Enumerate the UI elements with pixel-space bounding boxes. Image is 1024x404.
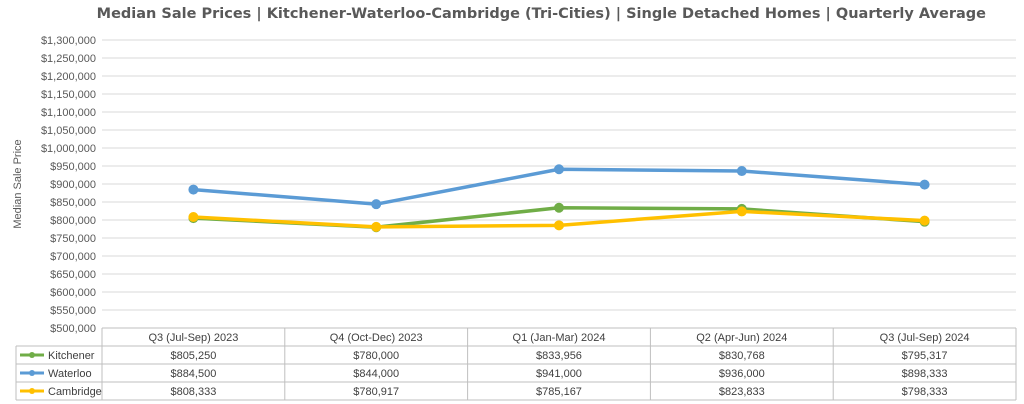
table-cell-value: $936,000	[719, 368, 765, 380]
data-point	[554, 220, 564, 231]
y-tick-label: $1,250,000	[41, 53, 96, 65]
table-cell-value: $898,333	[902, 368, 948, 380]
data-point	[919, 179, 930, 190]
y-tick-label: $1,200,000	[41, 71, 96, 83]
data-point	[554, 164, 564, 175]
legend-series-name: Kitchener	[48, 350, 95, 362]
legend-series-name: Cambridge	[48, 386, 102, 398]
y-tick-label: $600,000	[50, 287, 96, 299]
table-cell-value: $785,167	[536, 386, 582, 398]
table-cell-value: $884,500	[170, 368, 216, 380]
data-point	[371, 199, 382, 210]
data-point	[919, 215, 930, 226]
y-tick-label: $650,000	[50, 269, 96, 281]
y-tick-label: $1,150,000	[41, 89, 96, 101]
table-cell-value: $941,000	[536, 368, 582, 380]
data-point	[188, 212, 199, 223]
data-point	[188, 184, 199, 195]
x-category-label: Q1 (Jan-Mar) 2024	[513, 332, 606, 344]
x-category-label: Q3 (Jul-Sep) 2023	[148, 332, 238, 344]
table-cell-value: $844,000	[353, 368, 399, 380]
legend-key-marker	[29, 370, 35, 376]
y-tick-label: $750,000	[50, 233, 96, 245]
data-point	[554, 202, 564, 213]
y-tick-label: $900,000	[50, 179, 96, 191]
legend-key-marker	[29, 352, 35, 358]
y-tick-label: $850,000	[50, 197, 96, 209]
table-cell-value: $805,250	[170, 350, 216, 362]
y-tick-label: $950,000	[50, 161, 96, 173]
y-tick-label: $1,050,000	[41, 125, 96, 137]
x-category-label: Q3 (Jul-Sep) 2024	[880, 332, 970, 344]
y-tick-label: $550,000	[50, 305, 96, 317]
y-tick-label: $1,300,000	[41, 35, 96, 47]
table-cell-value: $830,768	[719, 350, 765, 362]
data-point	[736, 166, 747, 177]
x-category-label: Q2 (Apr-Jun) 2024	[696, 332, 787, 344]
legend-series-name: Waterloo	[48, 368, 92, 380]
legend-key-marker	[29, 388, 35, 394]
table-cell-value: $823,833	[719, 386, 765, 398]
table-cell-value: $808,333	[170, 386, 216, 398]
y-tick-label: $1,100,000	[41, 107, 96, 119]
y-tick-label: $500,000	[50, 323, 96, 335]
table-cell-value: $780,000	[353, 350, 399, 362]
data-point	[736, 206, 747, 217]
y-tick-label: $800,000	[50, 215, 96, 227]
data-point	[371, 221, 382, 232]
x-category-label: Q4 (Oct-Dec) 2023	[330, 332, 423, 344]
y-axis-label: Median Sale Price	[12, 139, 24, 228]
table-cell-value: $780,917	[353, 386, 399, 398]
table-cell-value: $798,333	[902, 386, 948, 398]
series-line-waterloo	[191, 167, 927, 206]
table-cell-value: $795,317	[902, 350, 948, 362]
table-cell-value: $833,956	[536, 350, 582, 362]
chart-title: Median Sale Prices | Kitchener-Waterloo-…	[96, 6, 986, 22]
y-tick-label: $700,000	[50, 251, 96, 263]
y-tick-label: $1,000,000	[41, 143, 96, 155]
